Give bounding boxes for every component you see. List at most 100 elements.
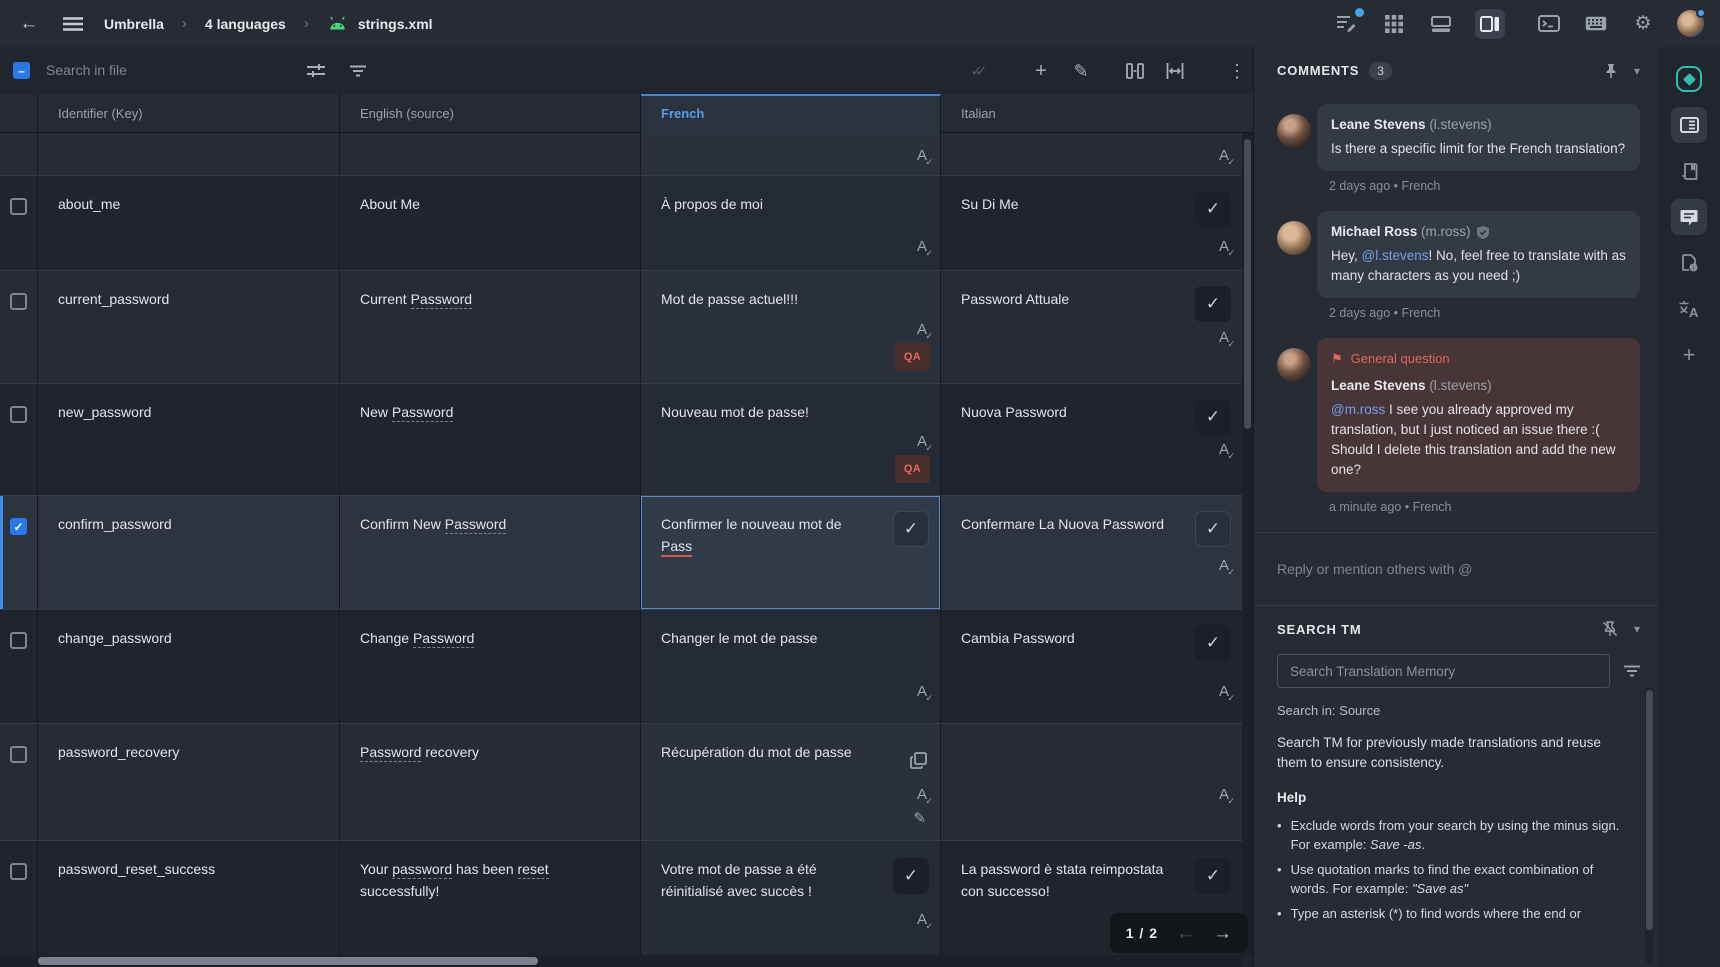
translate-icon[interactable]: A (1671, 291, 1707, 327)
spellcheck-icon[interactable]: A✓ (1218, 557, 1235, 577)
key-cell[interactable]: current_password (38, 271, 340, 383)
key-cell[interactable]: new_password (38, 384, 340, 495)
vertical-scrollbar-thumb[interactable] (1244, 139, 1251, 429)
approve-translation-button[interactable]: ✓ (893, 858, 929, 894)
commenter-avatar[interactable] (1277, 348, 1311, 382)
columns-icon[interactable] (1124, 60, 1146, 82)
bottom-panel-layout-icon[interactable] (1428, 11, 1454, 37)
french-cell[interactable]: A ✓ (641, 133, 941, 175)
row-checkbox[interactable] (10, 198, 27, 215)
spellcheck-icon[interactable]: A✓ (916, 433, 933, 453)
source-cell[interactable]: New Password (340, 384, 641, 495)
spellcheck-icon[interactable]: A✓ (1218, 441, 1235, 461)
italian-cell[interactable]: Password Attuale ✓ A ✓ (941, 271, 1242, 383)
comments-panel-icon[interactable] (1671, 199, 1707, 235)
key-cell[interactable] (38, 133, 340, 175)
italian-cell[interactable]: Cambia Password ✓ A ✓ (941, 610, 1242, 723)
glossary-book-icon[interactable] (1671, 153, 1707, 189)
tasks-icon[interactable] (1334, 7, 1364, 37)
french-cell[interactable]: Mot de passe actuel!!! A ✓ QA (641, 271, 941, 383)
italian-cell[interactable]: Nuova Password ✓ A ✓ (941, 384, 1242, 495)
source-cell[interactable]: Confirm New Password (340, 496, 641, 609)
tm-scrollbar[interactable] (1645, 687, 1654, 963)
italian-cell[interactable]: Su Di Me ✓ A ✓ (941, 176, 1242, 270)
spellcheck-icon[interactable]: A✓ (1218, 329, 1235, 349)
ai-assistant-icon[interactable] (1671, 61, 1707, 97)
add-panel-icon[interactable]: + (1682, 342, 1696, 367)
spellcheck-icon[interactable]: A✓ (1218, 147, 1235, 167)
qa-issue-badge[interactable]: QA (894, 455, 930, 483)
approve-translation-button[interactable]: ✓ (893, 511, 929, 547)
commenter-avatar[interactable] (1277, 114, 1311, 148)
approve-translation-button[interactable]: ✓ (1195, 286, 1231, 322)
key-cell[interactable]: change_password (38, 610, 340, 723)
key-info-icon[interactable]: i (1671, 245, 1707, 281)
french-cell[interactable]: À propos de moi A ✓ (641, 176, 941, 270)
right-panel-layout-icon[interactable] (1475, 8, 1505, 39)
column-header-french[interactable]: French (641, 94, 941, 133)
column-header-italian[interactable]: Italian (961, 106, 996, 121)
source-cell[interactable]: Your password has been reset successfull… (340, 841, 641, 967)
approve-translation-button[interactable]: ✓ (1195, 399, 1231, 435)
spellcheck-icon[interactable]: A✓ (1218, 683, 1235, 703)
keyboard-icon[interactable] (1583, 11, 1609, 37)
source-cell[interactable]: Password recovery (340, 724, 641, 840)
spellcheck-icon[interactable]: A✓ (916, 321, 933, 341)
row-checkbox[interactable] (10, 746, 27, 763)
key-cell[interactable]: password_reset_success (38, 841, 340, 967)
french-cell[interactable]: Nouveau mot de passe! A ✓ QA (641, 384, 941, 495)
horizontal-scrollbar-thumb[interactable] (38, 957, 538, 965)
spellcheck-icon[interactable]: A✓ (916, 683, 933, 703)
spellcheck-icon[interactable]: A✓ (916, 147, 933, 167)
column-header-source[interactable]: English (source) (340, 94, 641, 133)
spellcheck-icon[interactable]: A✓ (916, 238, 933, 258)
search-in-file-input[interactable] (46, 55, 276, 85)
row-checkbox[interactable] (10, 632, 27, 649)
collapse-search-tm-icon[interactable]: ▾ (1633, 622, 1640, 636)
kebab-menu-icon[interactable]: ⋮ (1228, 61, 1246, 81)
grid-view-icon[interactable] (1381, 11, 1407, 37)
row-checkbox-checked[interactable]: ✓ (10, 518, 27, 535)
tm-filter-icon[interactable] (1624, 665, 1640, 677)
row-checkbox[interactable] (10, 293, 27, 310)
copy-source-icon[interactable] (910, 752, 927, 769)
horizontal-scrollbar[interactable] (0, 955, 1242, 967)
source-cell[interactable]: Current Password (340, 271, 641, 383)
collapse-comments-icon[interactable]: ▾ (1633, 63, 1640, 78)
row-checkbox[interactable] (10, 406, 27, 423)
vertical-scrollbar[interactable] (1242, 133, 1253, 955)
reply-input[interactable] (1254, 533, 1658, 605)
breadcrumb-file[interactable]: strings.xml (357, 15, 433, 32)
source-cell[interactable] (340, 133, 641, 175)
italian-cell[interactable]: Confermare La Nuova Password ✓ A ✓ (941, 496, 1242, 609)
pin-icon[interactable] (1604, 63, 1618, 79)
tm-scrollbar-thumb[interactable] (1646, 690, 1653, 930)
edit-translation-icon[interactable]: ✎ (913, 810, 926, 827)
spellcheck-icon[interactable]: A✓ (1218, 238, 1235, 258)
previous-page-button[interactable]: ← (1176, 922, 1195, 944)
key-cell[interactable]: about_me (38, 176, 340, 270)
source-cell[interactable]: About Me (340, 176, 641, 270)
terminal-icon[interactable] (1536, 11, 1562, 37)
qa-issue-badge[interactable]: QA (894, 343, 930, 371)
spellcheck-icon[interactable]: A✓ (916, 786, 933, 806)
mention-link[interactable]: @l.stevens (1361, 248, 1429, 263)
french-cell[interactable]: Récupération du mot de passe A ✓ ✎ (641, 724, 941, 840)
italian-cell-empty[interactable]: A ✓ (941, 724, 1242, 840)
french-cell[interactable]: Changer le mot de passe A ✓ (641, 610, 941, 723)
search-tm-input[interactable] (1277, 654, 1610, 688)
approve-translation-button[interactable]: ✓ (1195, 625, 1231, 661)
source-cell[interactable]: Change Password (340, 610, 641, 723)
italian-cell[interactable]: La password è stata reimpostata con succ… (941, 841, 1242, 967)
back-icon[interactable]: ← (19, 12, 39, 34)
add-key-icon[interactable]: + (1035, 60, 1047, 82)
next-page-button[interactable]: → (1213, 922, 1232, 944)
italian-cell[interactable]: A ✓ (941, 133, 1242, 175)
unpin-icon[interactable] (1602, 621, 1618, 637)
french-cell[interactable]: Votre mot de passe a été réinitialisé av… (641, 841, 941, 967)
column-header-key[interactable]: Identifier (Key) (38, 94, 340, 133)
edit-icon[interactable]: ✎ (1073, 61, 1089, 81)
user-avatar[interactable] (1677, 8, 1706, 37)
french-cell-selected[interactable]: Confirmer le nouveau mot de Pass ✓ (641, 496, 941, 609)
breadcrumb-project[interactable]: Umbrella (104, 15, 164, 32)
